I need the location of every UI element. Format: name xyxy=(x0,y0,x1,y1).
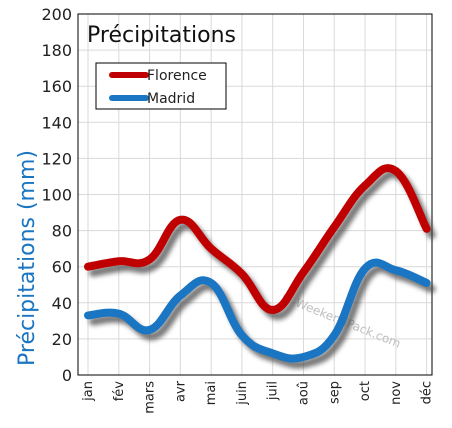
y-tick-label: 60 xyxy=(52,258,72,277)
data-point-florence xyxy=(364,184,366,187)
y-tick-label: 100 xyxy=(41,186,72,205)
data-point-florence xyxy=(271,309,274,311)
x-tick-label: sep xyxy=(327,381,342,404)
plot-border xyxy=(77,13,433,376)
y-tick-label: 200 xyxy=(41,5,72,24)
data-point-madrid xyxy=(425,282,428,284)
series-line-florence xyxy=(84,164,431,315)
y-tick-label: 80 xyxy=(52,222,72,241)
legend-label-madrid: Madrid xyxy=(147,91,195,107)
y-axis-label: Précipitations (mm) xyxy=(15,150,40,366)
data-point-madrid xyxy=(395,269,397,272)
series-lines xyxy=(84,164,431,363)
series-shadow-florence xyxy=(89,170,436,321)
data-point-madrid xyxy=(241,334,243,337)
series-line-madrid xyxy=(84,258,431,363)
data-point-madrid xyxy=(271,352,274,355)
x-tick-label: mars xyxy=(143,381,158,414)
legend-label-florence: Florence xyxy=(147,68,207,84)
data-point-florence xyxy=(148,258,151,261)
x-tick-label: déc xyxy=(420,381,435,404)
data-point-florence xyxy=(179,218,182,221)
x-tick-label: avr xyxy=(173,380,188,402)
data-point-madrid xyxy=(302,356,305,358)
y-tick-label: 120 xyxy=(41,149,72,168)
chart-title: Précipitations xyxy=(87,23,236,48)
y-tick-label: 160 xyxy=(41,77,72,96)
data-point-florence xyxy=(241,273,243,275)
x-tick-label: oct xyxy=(358,381,373,401)
x-tick-label: fév xyxy=(112,381,127,402)
y-tick-label: 40 xyxy=(52,294,72,313)
x-axis-ticks: jan fév mars avr mai juin juil aoû sep oct nov déc xyxy=(81,380,435,413)
data-point-florence xyxy=(395,170,397,172)
data-point-madrid xyxy=(364,267,366,270)
data-point-florence xyxy=(302,271,305,273)
data-point-madrid xyxy=(148,329,151,331)
data-point-florence xyxy=(333,226,336,228)
x-tick-label: nov xyxy=(389,381,404,405)
data-point-florence xyxy=(425,227,428,230)
data-point-florence xyxy=(210,247,212,250)
y-tick-label: 20 xyxy=(52,330,72,349)
x-tick-label: aoû xyxy=(296,381,311,405)
data-point-madrid xyxy=(210,282,212,284)
y-tick-label: 140 xyxy=(41,113,72,132)
x-tick-label: mai xyxy=(204,381,219,405)
data-point-madrid xyxy=(117,312,120,315)
legend-box xyxy=(95,62,227,110)
y-axis-ticks: 0 20 40 60 80 100 120 140 160 180 200 xyxy=(41,5,72,385)
x-tick-label: juin xyxy=(235,381,250,406)
data-point-madrid xyxy=(179,294,182,297)
x-tick-label: juil xyxy=(266,381,281,401)
data-point-florence xyxy=(117,260,120,263)
y-tick-label: 0 xyxy=(62,366,72,385)
data-point-florence xyxy=(87,265,89,268)
y-tick-label: 180 xyxy=(41,41,72,60)
x-tick-label: jan xyxy=(81,381,96,402)
data-point-madrid xyxy=(87,314,89,317)
data-point-madrid xyxy=(333,334,336,337)
